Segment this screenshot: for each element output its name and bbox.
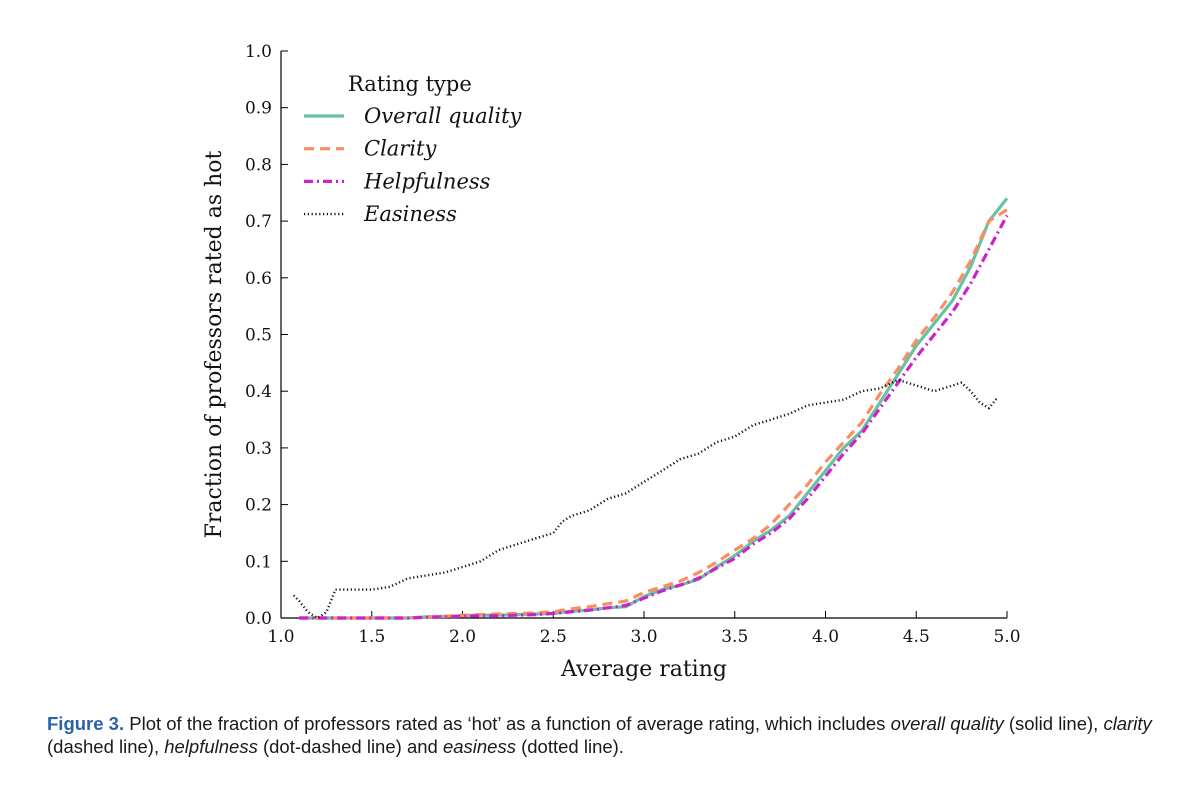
x-tick-label: 1.0 [267, 627, 294, 647]
y-tick-label: 0.5 [245, 326, 272, 346]
caption-text: (dotted line). [515, 736, 624, 757]
x-tick-label: 3.5 [721, 627, 748, 647]
legend: Rating type Overall quality Clarity Helpful… [304, 72, 523, 226]
x-tick-label: 3.0 [630, 627, 657, 647]
x-tick-label: 2.0 [449, 627, 476, 647]
x-tick-label: 4.5 [903, 627, 930, 647]
series-line-easiness [292, 378, 999, 620]
caption-text: easiness [442, 736, 516, 757]
x-tick-label: 4.0 [812, 627, 839, 647]
y-tick-label: 0.7 [245, 212, 272, 232]
figure-3-chart: 1.0 1.5 2.0 2.5 3.0 3.5 4.0 4.5 5.0 0.0 0.1 0.2 0.3 0… [202, 42, 1021, 682]
y-tick-label: 0.0 [245, 609, 272, 629]
y-tick-label: 0.4 [245, 382, 272, 402]
caption-text: (dot-dashed line) and [257, 736, 443, 757]
x-tick-label: 1.5 [358, 627, 385, 647]
caption-text: overall quality [890, 713, 1004, 734]
y-tick-label: 0.3 [245, 439, 272, 459]
series-line-overall-quality [299, 197, 1009, 620]
legend-label: Overall quality [364, 104, 523, 128]
y-tick-label: 0.9 [245, 99, 272, 119]
caption-text: (dashed line), [47, 736, 165, 757]
y-tick-label: 0.8 [245, 155, 272, 175]
x-axis-label: Average rating [560, 657, 727, 682]
figure-caption: Figure 3. Plot of the fraction of profes… [47, 712, 1187, 758]
y-axis-label: Fraction of professors rated as hot [202, 150, 227, 538]
caption-text: clarity [1103, 713, 1152, 734]
caption-text: helpfulness [164, 736, 258, 757]
series-line-clarity [299, 208, 1008, 620]
x-tick-label: 5.0 [993, 627, 1020, 647]
legend-title: Rating type [348, 72, 472, 96]
legend-label: Clarity [364, 137, 437, 161]
caption-text: Plot of the fraction of professors rated… [124, 713, 891, 734]
line-chart-svg: 1.0 1.5 2.0 2.5 3.0 3.5 4.0 4.5 5.0 0.0 0.1 0.2 0.3 0… [202, 42, 1021, 682]
y-tick-label: 1.0 [245, 42, 272, 62]
y-tick-label: 0.2 [245, 496, 272, 516]
legend-label: Helpfulness [363, 169, 491, 193]
x-tick-label: 2.5 [540, 627, 567, 647]
caption-text: (solid line), [1003, 713, 1104, 734]
y-tick-label: 0.6 [245, 269, 272, 289]
y-tick-label: 0.1 [245, 552, 272, 572]
caption-figure-label: Figure 3. [47, 713, 125, 734]
legend-label: Easiness [363, 202, 457, 226]
series-line-helpfulness [299, 214, 1009, 620]
